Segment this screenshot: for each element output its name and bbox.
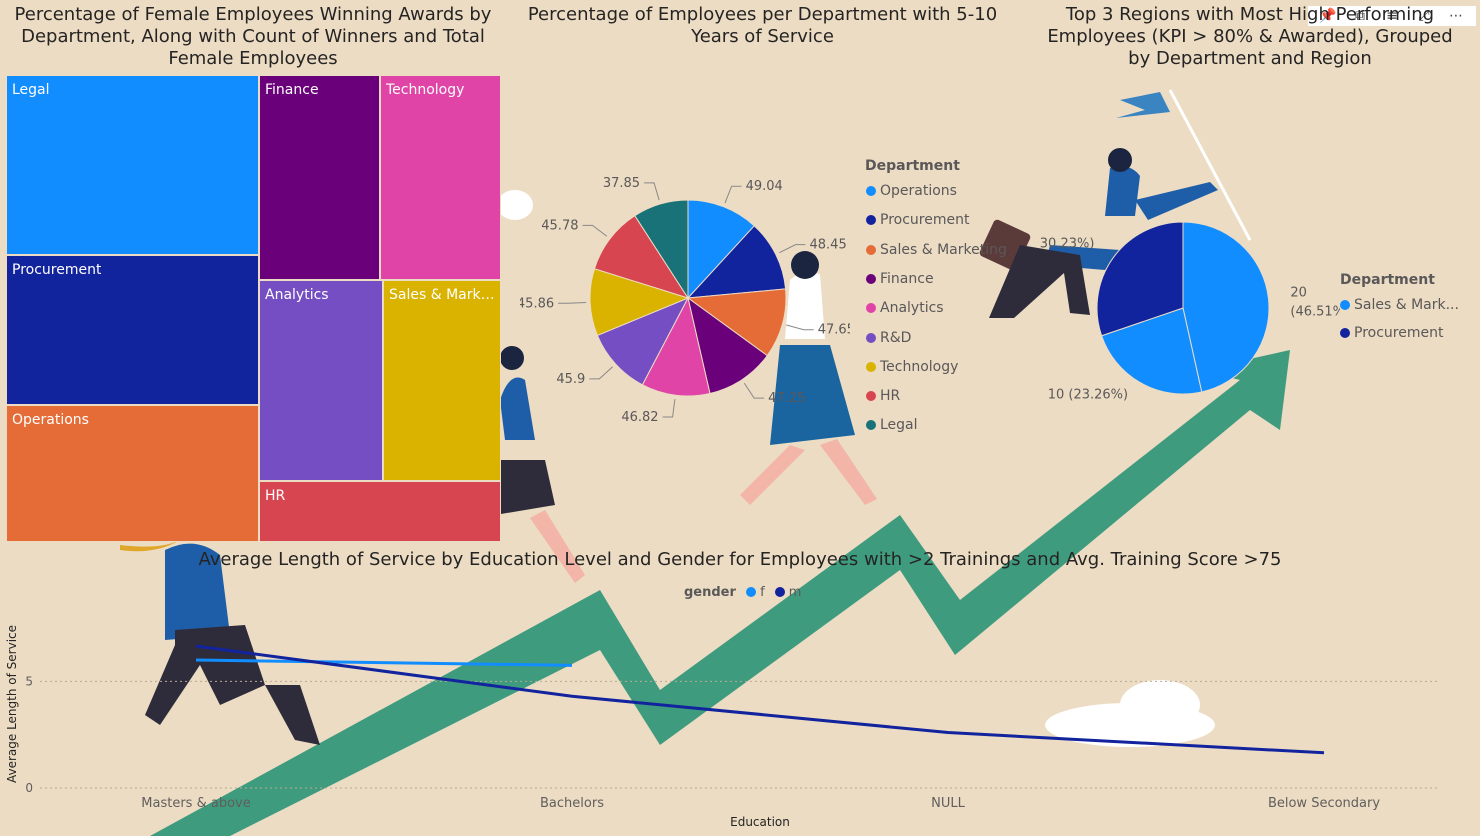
- treemap-cell-analytics[interactable]: Analytics: [259, 280, 383, 481]
- pie1-data-label: 45.86: [520, 296, 554, 311]
- pie1-legend-item-technology[interactable]: Technology: [866, 359, 958, 375]
- pie-slice-procurement[interactable]: [686, 225, 787, 299]
- pie1-legend-item-sales-marketing[interactable]: Sales & Marketing: [866, 242, 1007, 258]
- pie1-legend-item-legal[interactable]: Legal: [866, 417, 918, 433]
- treemap-cell-label: Operations: [12, 412, 89, 428]
- legend-f-label: f: [760, 585, 765, 600]
- pie2-data-label: 20: [1290, 286, 1307, 301]
- copy-icon[interactable]: ⧉: [1355, 8, 1365, 24]
- pie1-data-label: 47.25: [768, 391, 805, 406]
- treemap-chart: Legal Procurement Operations Finance Technol…: [6, 75, 501, 542]
- x-tick-label: Bachelors: [540, 796, 604, 811]
- focus-mode-icon[interactable]: ⤢: [1418, 8, 1430, 24]
- x-tick-label: Below Secondary: [1268, 796, 1380, 811]
- filter-icon[interactable]: ≡: [1386, 8, 1398, 24]
- x-axis-title: Education: [730, 815, 790, 829]
- pie1-data-label: 48.45: [810, 238, 847, 253]
- pie-slice-sales-mark-10[interactable]: [1100, 307, 1203, 395]
- pie-slice-procurement-13[interactable]: [1096, 221, 1184, 337]
- treemap-cell-procurement[interactable]: Procurement: [6, 255, 259, 405]
- treemap-cell-label: Finance: [265, 82, 319, 98]
- pie1-data-label: 49.04: [746, 179, 783, 194]
- pie-slice-sales-marketing[interactable]: [686, 288, 787, 357]
- pie2-legend-item-sales-mark[interactable]: Sales & Mark...: [1340, 297, 1459, 313]
- pie-slice-technology[interactable]: [589, 268, 690, 337]
- pie-slice-sales-mark-20[interactable]: [1182, 221, 1270, 393]
- pie2-data-label-percent: (46.51%): [1290, 305, 1340, 320]
- pie-slice-hr[interactable]: [593, 214, 690, 299]
- pie1-legend-title: Department: [865, 158, 960, 174]
- line-legend: gender f m: [684, 585, 801, 600]
- pie1-legend-item-finance[interactable]: Finance: [866, 271, 934, 287]
- pin-icon[interactable]: 📌: [1319, 8, 1337, 24]
- pie1-legend-item-operations[interactable]: Operations: [866, 183, 957, 199]
- pie1-legend-item-analytics[interactable]: Analytics: [866, 300, 944, 316]
- treemap-cell-operations[interactable]: Operations: [6, 405, 259, 542]
- pie-slice-r-d[interactable]: [596, 297, 690, 386]
- treemap-cell-label: Analytics: [265, 287, 329, 303]
- legend-m-label: m: [788, 585, 802, 600]
- treemap-cell-label: HR: [265, 488, 286, 504]
- visual-header-toolbar: 📌 ⧉ ≡ ⤢ ⋯: [1308, 6, 1476, 26]
- pie-slice-legal[interactable]: [634, 199, 689, 300]
- treemap-cell-sales-mark[interactable]: Sales & Mark…: [383, 280, 501, 481]
- legend-f-marker: [746, 587, 757, 597]
- pie1-legend-item-procurement[interactable]: Procurement: [866, 212, 969, 228]
- pie1-data-label: 45.9: [556, 372, 585, 387]
- treemap-cell-label: Sales & Mark…: [389, 287, 495, 303]
- x-tick-label: NULL: [931, 796, 965, 811]
- pie2-data-label: 10 (23.26%): [1048, 388, 1128, 403]
- pie1-data-label: 45.78: [541, 218, 578, 233]
- line-series-f[interactable]: [195, 658, 573, 667]
- y-tick-label: 5: [25, 674, 33, 688]
- pie1-legend-item-r-d[interactable]: R&D: [866, 330, 911, 346]
- pie1-data-label: 46.82: [621, 410, 658, 425]
- treemap-cell-hr[interactable]: HR: [259, 481, 501, 542]
- pie2-legend-title: Department: [1340, 272, 1435, 288]
- treemap-cell-label: Technology: [386, 82, 465, 98]
- line-chart: 0 5 Masters & above Bachelors NULL Below Seco…: [5, 625, 1440, 829]
- treemap-cell-label: Legal: [12, 82, 50, 98]
- pie1-chart: 49.04 48.45 47.65 47.25 46.82 45.9 45.86 45.78 3…: [520, 176, 850, 425]
- treemap-cell-label: Procurement: [12, 262, 102, 278]
- pie-slice-analytics[interactable]: [641, 296, 711, 397]
- pie2-chart: 20 (46.51%) 10 (23.26%) 13 (30.23%): [1040, 221, 1340, 403]
- pie1-data-label: 47.65: [818, 323, 850, 338]
- line-title: Average Length of Service by Education L…: [198, 549, 1282, 570]
- treemap-cell-finance[interactable]: Finance: [259, 75, 380, 280]
- treemap-cell-legal[interactable]: Legal: [6, 75, 259, 255]
- pie2-title: Top 3 Regions with Most High Performing …: [1047, 4, 1453, 69]
- treemap-cell-technology[interactable]: Technology: [380, 75, 501, 280]
- pie2-data-label: 13 (30.23%): [1040, 236, 1094, 251]
- pie-slice-finance[interactable]: [687, 296, 768, 395]
- x-tick-label: Masters & above: [141, 796, 250, 811]
- treemap-title: Percentage of Female Employees Winning A…: [14, 4, 492, 69]
- pie1-legend-item-hr[interactable]: HR: [866, 388, 900, 404]
- line-series-m[interactable]: [195, 644, 1325, 755]
- more-options-icon[interactable]: ⋯: [1449, 8, 1463, 24]
- line-legend-title: gender: [684, 585, 736, 600]
- legend-m-marker: [774, 587, 785, 597]
- pie1-data-label: 37.85: [603, 176, 640, 191]
- pie2-legend-item-procurement[interactable]: Procurement: [1340, 325, 1443, 341]
- y-tick-label: 0: [25, 781, 33, 795]
- pie1-title: Percentage of Employees per Department w…: [527, 4, 998, 47]
- pie-slice-operations[interactable]: [687, 199, 756, 300]
- y-axis-title: Average Length of Service: [5, 625, 19, 783]
